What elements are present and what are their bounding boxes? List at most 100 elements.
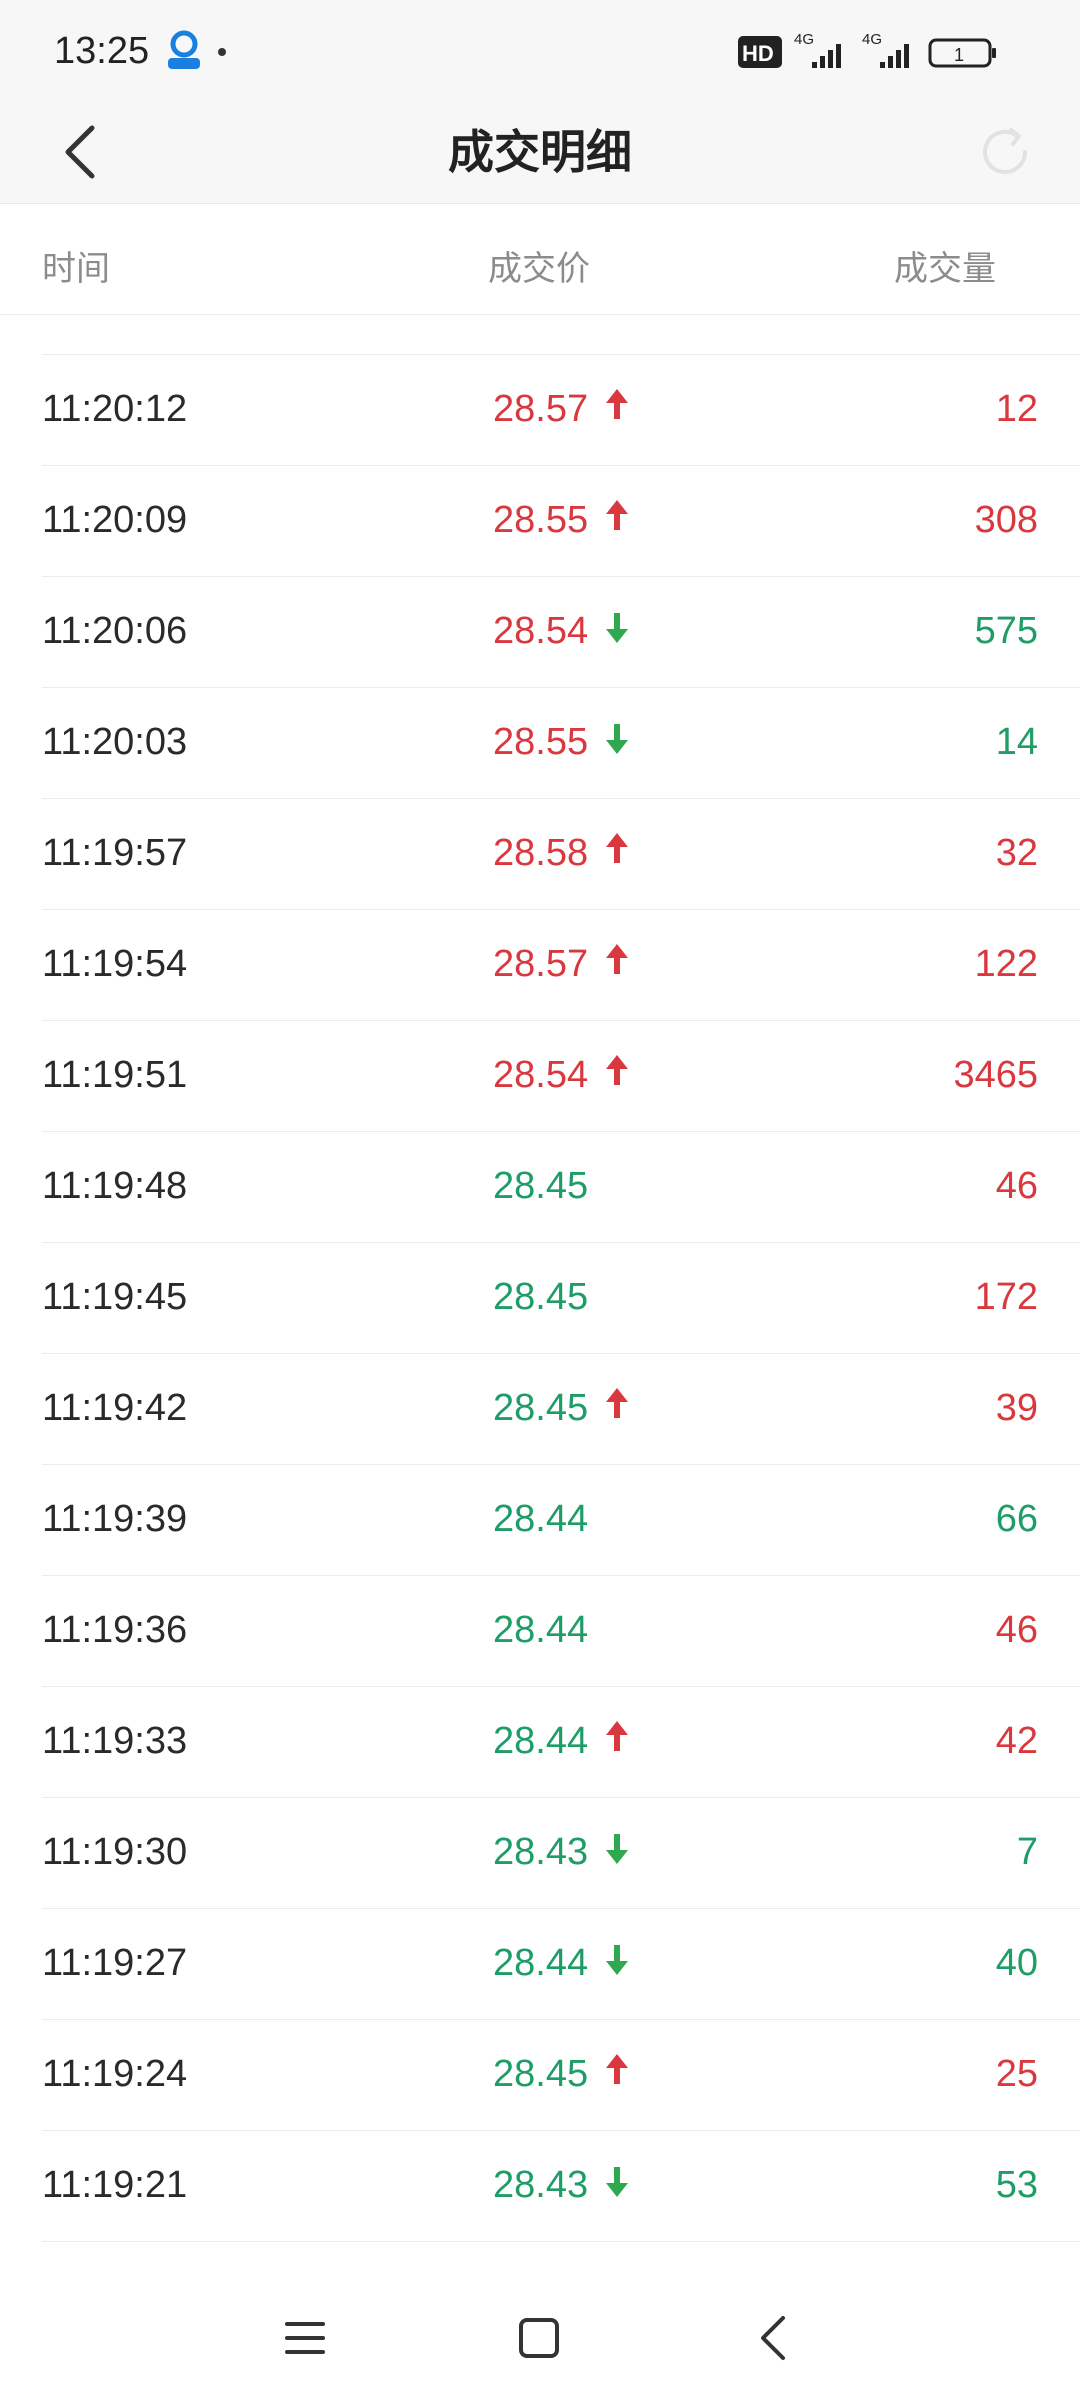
trade-time: 11:20:09 [42, 499, 188, 541]
refresh-button[interactable] [970, 122, 1040, 182]
trade-time: 11:19:27 [42, 1942, 188, 1984]
trade-price: 28.44 [493, 1942, 589, 1984]
trade-time: 11:19:57 [42, 832, 188, 874]
hd-label: HD [742, 41, 774, 66]
trade-volume: 10 [996, 316, 1038, 320]
trade-row: 11:19:45 28.45 172 [42, 1243, 1080, 1354]
trade-row: 11:19:48 28.45 46 [42, 1132, 1080, 1243]
trade-volume: 14 [995, 721, 1038, 763]
trade-price: 28.44 [493, 1720, 589, 1762]
trade-time: 11:19:51 [42, 1054, 188, 1096]
trade-volume: 12 [995, 388, 1038, 430]
trade-volume: 122 [974, 943, 1038, 985]
trade-price: 28.55 [493, 499, 589, 541]
trade-volume: 42 [995, 1720, 1038, 1762]
arrow-down-icon [606, 2167, 628, 2197]
arrow-up-icon [606, 1721, 628, 1751]
trade-volume: 53 [995, 2164, 1038, 2206]
trade-price: 28.43 [493, 1831, 589, 1873]
arrow-down-icon [606, 1834, 628, 1864]
trade-price: 28.55 [493, 721, 589, 763]
arrow-up-icon [606, 500, 628, 530]
trade-row: 11:20:12 28.57 12 [42, 355, 1080, 466]
arrow-up-icon [606, 833, 628, 863]
trade-volume: 7 [1016, 1831, 1038, 1873]
trade-price: 28.45 [493, 2275, 588, 2276]
refresh-icon [983, 128, 1027, 174]
nav-back-button[interactable] [738, 2306, 808, 2370]
trade-volume: 172 [974, 1276, 1038, 1318]
trade-price: 28.57 [493, 316, 588, 320]
trade-list[interactable]: 11:20:15 28.57 10 11:20:12 28.57 12 11:20:09 28… [0, 316, 1080, 2276]
battery-level: 1 [954, 45, 964, 65]
nav-home-button[interactable] [504, 2306, 574, 2370]
trade-price: 28.45 [493, 1165, 589, 1207]
arrow-up-icon [606, 1388, 628, 1418]
trade-time: 11:20:03 [42, 721, 188, 763]
trade-volume: 25 [995, 2053, 1038, 2095]
trade-row: 11:19:42 28.45 39 [42, 1354, 1080, 1465]
trade-time: 11:19:36 [42, 1609, 188, 1651]
trade-volume: 46 [995, 1165, 1038, 1207]
trade-row: 11:20:06 28.54 575 [42, 577, 1080, 688]
trade-price: 28.44 [493, 1498, 589, 1540]
status-indicators: HD 4G 4G 1 [738, 30, 1048, 74]
column-header-volume: 成交量 [894, 249, 996, 289]
trade-row: 11:20:09 28.55 308 [42, 466, 1080, 577]
chevron-left-icon [65, 125, 95, 179]
trade-time: 11:19:21 [42, 2164, 188, 2206]
trade-row: 11:19:30 28.43 7 [42, 1798, 1080, 1909]
trade-price: 28.43 [493, 2164, 589, 2206]
trade-time: 11:19:18 [42, 2275, 187, 2276]
status-bar: 13:25 HD 4G 4G 1 [0, 0, 1080, 100]
arrow-down-icon [606, 724, 628, 754]
app-notification-icon [164, 28, 204, 72]
trade-row: 11:19:39 28.44 66 [42, 1465, 1080, 1576]
trade-price: 28.45 [493, 1387, 589, 1429]
trade-row: 11:19:18 28.45 50 [42, 2242, 1080, 2276]
menu-icon [285, 2322, 325, 2354]
column-header-row: 时间 成交价 成交量 [0, 205, 1080, 315]
trade-time: 11:19:33 [42, 1720, 188, 1762]
arrow-up-icon [606, 2054, 628, 2084]
system-nav-bar [0, 2276, 1080, 2400]
page-title: 成交明细 [448, 125, 632, 179]
trade-price: 28.58 [493, 832, 589, 874]
nav-menu-button[interactable] [270, 2306, 340, 2370]
trade-time: 11:19:39 [42, 1498, 188, 1540]
trade-time: 11:19:24 [42, 2053, 188, 2095]
trade-price: 28.44 [493, 1609, 589, 1651]
arrow-up-icon [606, 389, 628, 419]
arrow-down-icon [606, 1945, 628, 1975]
home-square-icon [519, 2318, 559, 2358]
trade-row: 11:19:36 28.44 46 [42, 1576, 1080, 1687]
trade-row: 11:19:54 28.57 122 [42, 910, 1080, 1021]
trade-row: 11:20:15 28.57 10 [42, 316, 1080, 355]
trade-row: 11:19:21 28.43 53 [42, 2131, 1080, 2242]
network-label-1: 4G [794, 31, 814, 48]
column-header-time: 时间 [42, 249, 110, 289]
trade-price: 28.57 [493, 388, 589, 430]
trade-price: 28.57 [493, 943, 589, 985]
arrow-down-icon [606, 613, 628, 643]
trade-volume: 39 [995, 1387, 1038, 1429]
trade-volume: 46 [995, 1609, 1038, 1651]
trade-volume: 66 [995, 1498, 1038, 1540]
trade-time: 11:20:12 [42, 388, 188, 430]
trade-time: 11:20:15 [42, 316, 187, 320]
trade-time: 11:19:30 [42, 1831, 188, 1873]
trade-volume: 575 [974, 610, 1038, 652]
trade-price: 28.45 [493, 1276, 589, 1318]
trade-time: 11:19:48 [42, 1165, 188, 1207]
trade-row: 11:19:57 28.58 32 [42, 799, 1080, 910]
trade-price: 28.54 [493, 610, 589, 652]
trade-row: 11:19:27 28.44 40 [42, 1909, 1080, 2020]
trade-price: 28.45 [493, 2053, 589, 2095]
trade-volume: 32 [995, 832, 1038, 874]
notification-dot [218, 48, 226, 56]
trade-time: 11:20:06 [42, 610, 188, 652]
trade-time: 11:19:54 [42, 943, 188, 985]
arrow-up-icon [606, 944, 628, 974]
trade-row: 11:19:24 28.45 25 [42, 2020, 1080, 2131]
back-button[interactable] [50, 116, 110, 188]
